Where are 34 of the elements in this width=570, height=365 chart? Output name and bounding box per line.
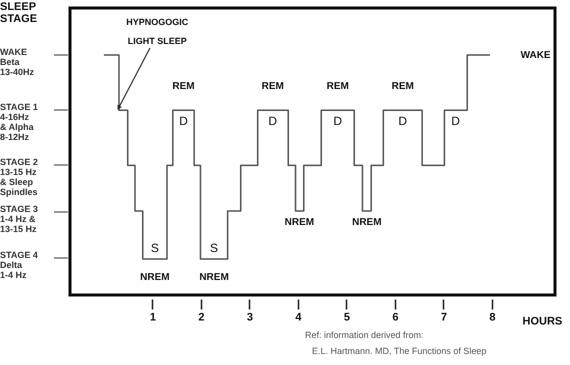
- text: STAGE 3 1-4 Hz & 13-15 Hz: [0, 204, 38, 234]
- text: STAGE 2 13-15 Hz & Sleep Spindles: [0, 157, 38, 197]
- x-tick-label: 6: [392, 312, 399, 324]
- annotation: D: [333, 114, 342, 128]
- annotation: WAKE: [520, 50, 551, 61]
- y-axis-title: SLEEP STAGE: [0, 1, 38, 25]
- text: E.L. Hartmann. MD, The Functions of Sleep: [312, 346, 486, 356]
- x-tick-label: 4: [295, 312, 302, 324]
- annotation: D: [179, 114, 188, 128]
- annotation: NREM: [199, 272, 229, 283]
- x-tick-label: 2: [198, 312, 205, 324]
- x-tick-label: 7: [440, 312, 448, 324]
- annotation: D: [398, 114, 408, 128]
- x-tick-label: 8: [489, 312, 496, 324]
- annotation: REM: [262, 81, 284, 92]
- text: WAKE Beta 13-40Hz: [0, 47, 35, 77]
- text: STAGE 4 Delta 1-4 Hz: [0, 250, 38, 280]
- annotation: REM: [326, 81, 349, 92]
- text: STAGE 1 4-16Hz & Alpha 8-12Hz: [0, 102, 38, 142]
- annotation: NREM: [140, 272, 170, 283]
- x-tick-label: 5: [344, 312, 350, 324]
- annotation: REM: [172, 81, 195, 92]
- annotation: S: [210, 241, 218, 255]
- annotation: D: [451, 114, 460, 128]
- text: Ref: information derived from:: [305, 330, 424, 340]
- annotation: NREM: [352, 217, 382, 228]
- text: HYPNOGOGIC LIGHT SLEEP: [126, 17, 189, 46]
- annotation: REM: [392, 81, 414, 92]
- x-tick-label: 1: [150, 312, 156, 324]
- x-axis-title: HOURS: [522, 316, 562, 328]
- x-tick-label: 3: [246, 312, 254, 324]
- annotation: D: [268, 114, 278, 128]
- annotation: NREM: [284, 217, 314, 228]
- annotation: S: [150, 241, 159, 255]
